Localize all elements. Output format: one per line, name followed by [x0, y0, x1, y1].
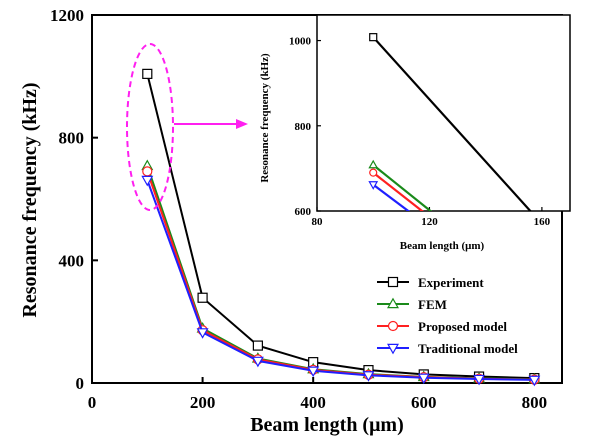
inset-axis-ticks: 80 120 160 600 800 1000: [289, 36, 551, 228]
inset-plot-frame: [316, 14, 571, 212]
main-point-traditional-model: [307, 366, 320, 378]
main-line-traditional-model: [146, 179, 535, 381]
inset-x-tick-label: 160: [534, 216, 551, 228]
main-x-axis-label: Beam length (μm): [250, 414, 404, 436]
main-point-experiment: [197, 292, 208, 303]
inset-x-axis-label: Beam length (μm): [400, 240, 485, 252]
main-line-experiment: [146, 73, 535, 380]
main-point-traditional-model: [251, 356, 264, 368]
legend-item-traditional-model: Traditional model: [377, 341, 518, 356]
main-x-tick-label: 800: [522, 393, 548, 412]
legend-label: Proposed model: [418, 319, 507, 334]
inset-y-axis-label: Resonance frequency (kHz): [259, 53, 271, 183]
legend-label: Experiment: [418, 275, 484, 290]
inset-line-fem: [372, 164, 433, 211]
main-y-tick-label: 800: [59, 129, 85, 148]
legend-marker: [387, 343, 399, 355]
main-point-traditional-model: [196, 328, 209, 339]
legend-marker: [387, 276, 399, 288]
legend: Experiment FEM Proposed model Traditional m…: [377, 275, 518, 356]
legend-label: FEM: [418, 297, 447, 312]
main-series-group: [141, 68, 541, 387]
legend-item-fem: FEM: [377, 297, 447, 312]
inset-series-group: [368, 33, 532, 211]
main-x-tick-label: 0: [88, 393, 97, 412]
inset-line-proposed-model: [372, 171, 424, 211]
main-axis-ticks: 0 200 400 600 800 0 400 800 1200: [50, 6, 547, 412]
highlight-ellipse: [126, 43, 174, 211]
main-point-traditional-model: [528, 375, 541, 387]
main-y-axis-label: Resonance frequency (kHz): [19, 82, 41, 317]
inset-line-experiment: [372, 36, 532, 211]
inset-line-traditional-model: [372, 183, 411, 211]
legend-item-proposed-model: Proposed model: [377, 319, 507, 334]
inset-y-tick-label: 1000: [289, 36, 312, 48]
legend-label: Traditional model: [418, 341, 518, 356]
main-point-traditional-model: [362, 371, 375, 382]
main-point-experiment: [252, 340, 263, 351]
main-x-tick-label: 400: [300, 393, 326, 412]
inset-y-tick-label: 600: [295, 206, 312, 218]
legend-item-experiment: Experiment: [377, 275, 484, 290]
legend-marker: [387, 297, 399, 309]
inset-point-fem: [368, 159, 379, 169]
main-point-experiment: [142, 68, 153, 79]
main-point-traditional-model: [141, 175, 154, 187]
inset-y-tick-label: 800: [295, 121, 312, 133]
main-point-traditional-model: [473, 374, 486, 386]
highlight-arrow: [174, 119, 248, 129]
inset-point-experiment: [369, 33, 378, 42]
inset-x-tick-label: 120: [421, 216, 438, 228]
main-x-tick-label: 200: [190, 393, 216, 412]
legend-marker: [387, 320, 399, 332]
main-y-tick-label: 1200: [50, 6, 84, 25]
inset-x-tick-label: 80: [312, 216, 324, 228]
main-point-traditional-model: [417, 373, 430, 385]
inset-point-proposed-model: [369, 168, 378, 177]
main-y-tick-label: 400: [59, 251, 85, 270]
inset-point-traditional-model: [368, 181, 379, 190]
main-y-tick-label: 0: [76, 374, 85, 393]
main-point-proposed-model: [142, 166, 153, 177]
main-x-tick-label: 600: [411, 393, 437, 412]
